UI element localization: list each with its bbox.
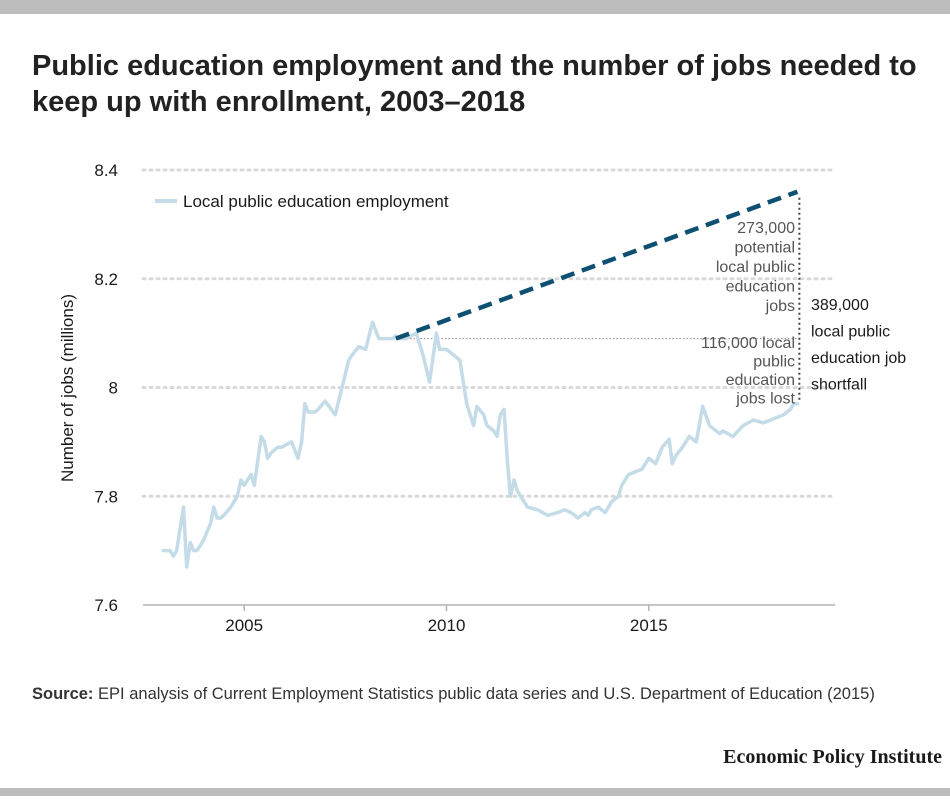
source-text: EPI analysis of Current Employment Stati… xyxy=(98,685,875,703)
y-tick-label: 7.8 xyxy=(94,487,118,506)
y-tick-label: 8.2 xyxy=(94,270,118,289)
y-gridlines xyxy=(141,168,837,498)
y-axis: 7.6 7.8 8 8.2 8.4 xyxy=(94,161,118,615)
source-note: Source: EPI analysis of Current Employme… xyxy=(32,682,912,706)
y-tick-label: 8.4 xyxy=(94,161,118,180)
y-tick-label: 7.6 xyxy=(94,596,118,615)
annotation-shortfall: 389,000 local public education job shortfal… xyxy=(811,297,906,394)
chart-title: Public education employment and the numb… xyxy=(32,50,917,118)
employment-series-line xyxy=(161,320,800,569)
annotation-potential-jobs: 273,000 potential local public education job… xyxy=(716,220,795,315)
annotation-line: public xyxy=(753,354,795,371)
annotation-line: education xyxy=(726,372,795,389)
annotation-line: 389,000 xyxy=(811,297,869,314)
legend: Local public education employment xyxy=(155,192,449,211)
annotation-line: potential xyxy=(735,240,796,257)
line-chart: 2005 2010 2015 7.6 7.8 8 8.2 8.4 Number of job… xyxy=(58,161,906,635)
annotation-line: 116,000 local xyxy=(701,335,795,352)
x-tick-label: 2015 xyxy=(630,616,668,635)
annotation-line: local public xyxy=(716,259,795,276)
series-layer xyxy=(161,189,800,569)
x-tick-label: 2010 xyxy=(428,616,466,635)
y-tick-label: 8 xyxy=(109,379,118,398)
bottom-border xyxy=(0,788,950,796)
x-axis: 2005 2010 2015 xyxy=(143,604,835,635)
annotation-line: jobs xyxy=(765,298,795,315)
y-axis-title: Number of jobs (millions) xyxy=(58,294,77,482)
x-tick-label: 2005 xyxy=(225,616,263,635)
annotation-line: education xyxy=(726,279,795,296)
jobs-needed-dashed-line xyxy=(395,189,799,341)
legend-label-employment: Local public education employment xyxy=(183,192,449,211)
annotation-line: education job xyxy=(811,350,906,367)
annotation-line: jobs lost xyxy=(735,391,795,408)
epi-logo: Economic Policy Institute xyxy=(723,746,942,768)
top-border xyxy=(0,0,950,14)
annotation-guides xyxy=(395,197,801,402)
source-label: Source: xyxy=(32,685,94,703)
annotation-line: local public xyxy=(811,324,890,341)
annotation-line: 273,000 xyxy=(737,220,795,237)
annotation-line: shortfall xyxy=(811,377,867,394)
